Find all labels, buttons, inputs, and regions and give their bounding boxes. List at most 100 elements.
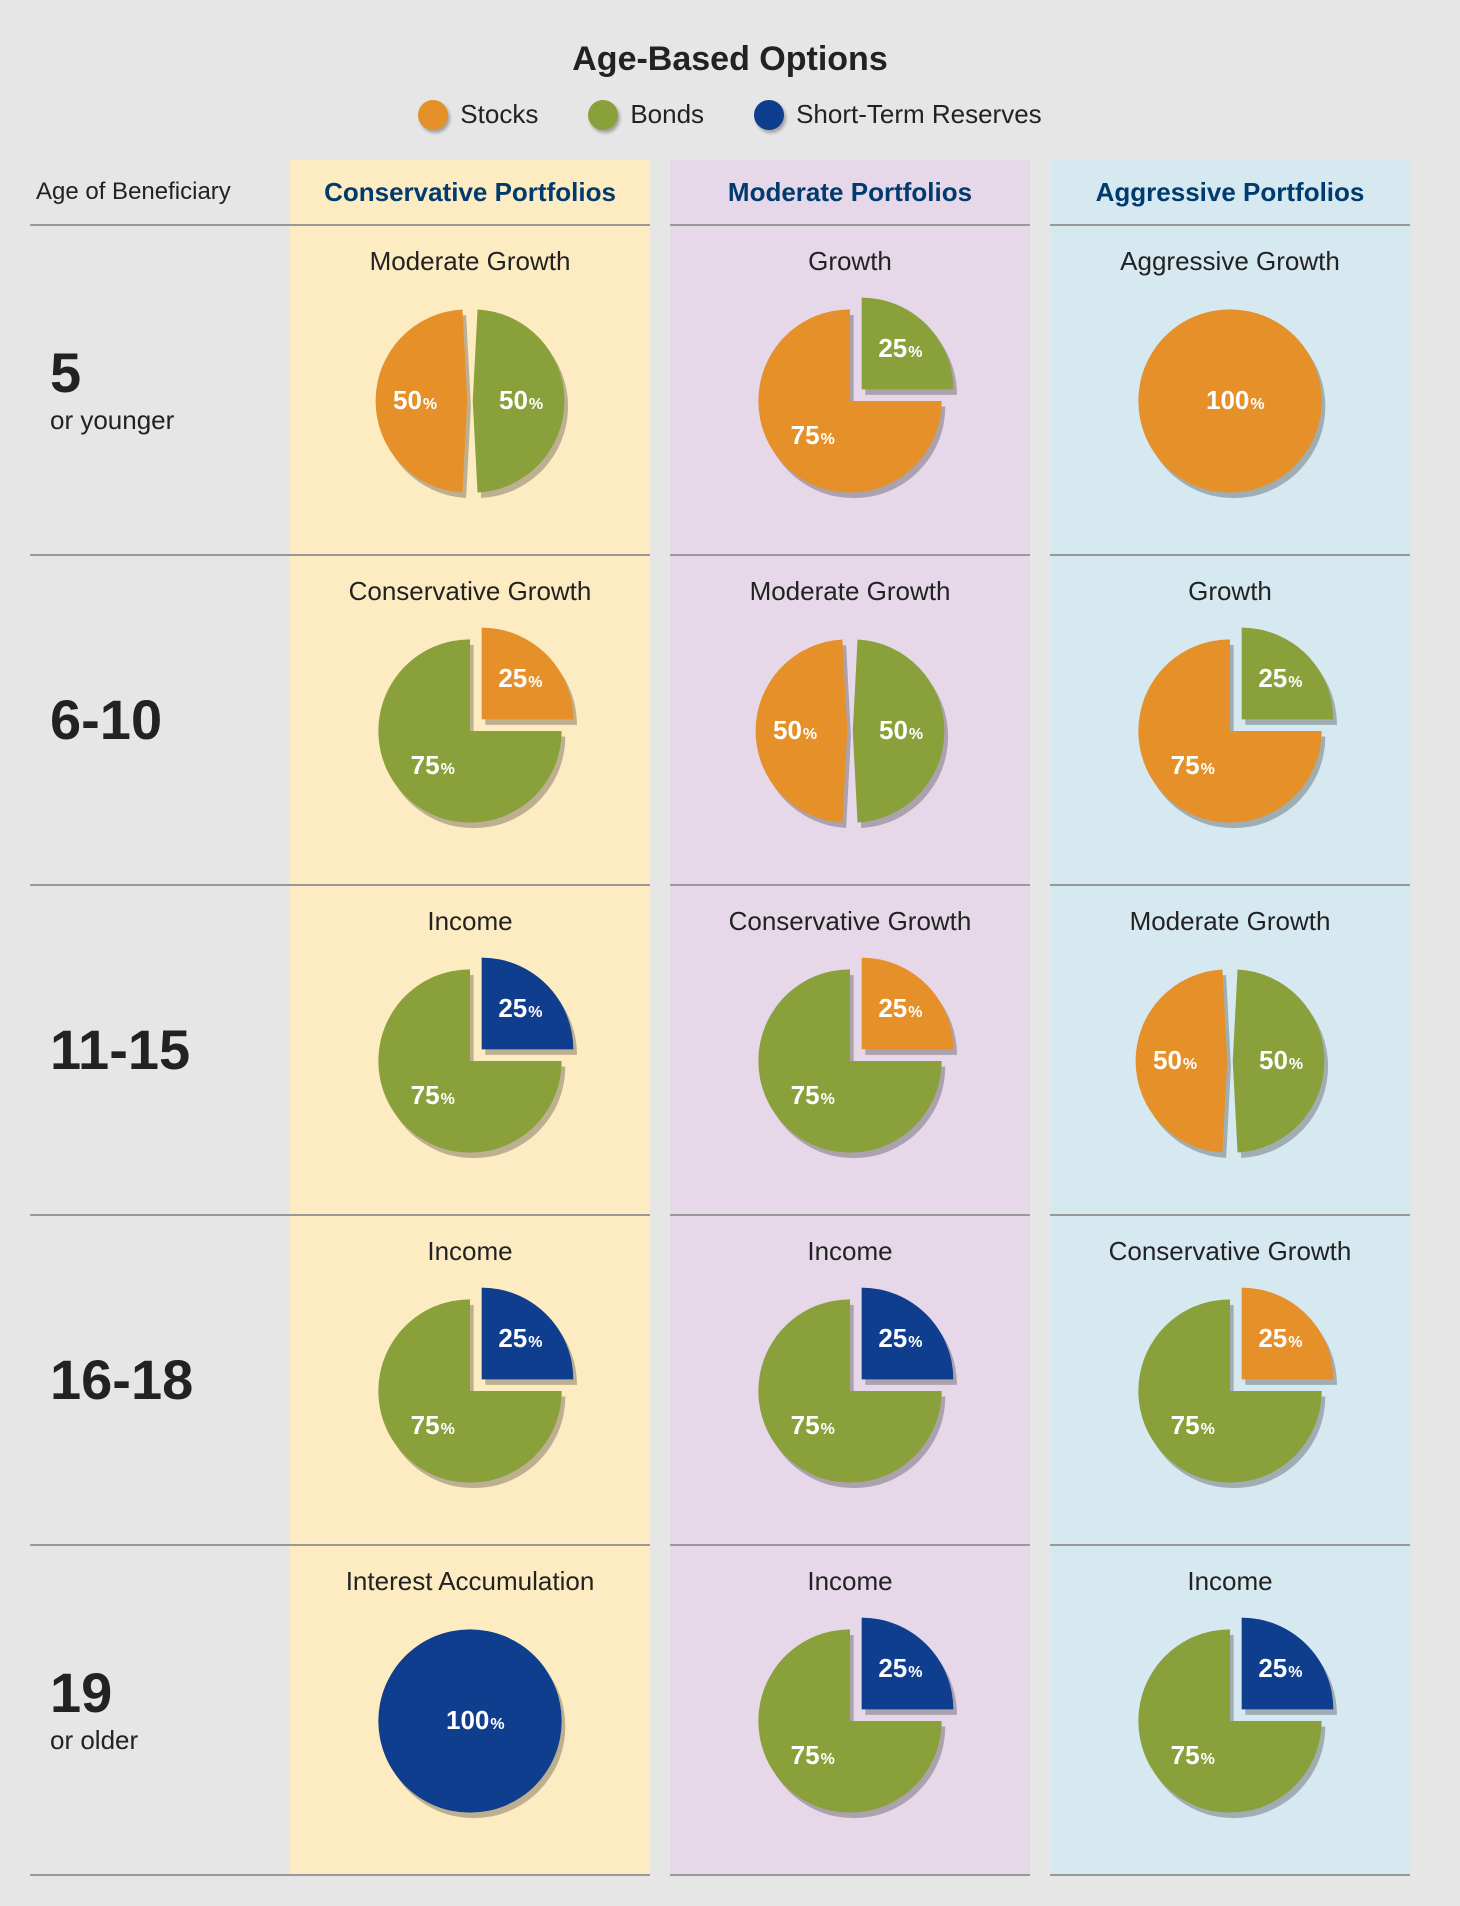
pie-chart: 50% 50% <box>360 291 580 511</box>
pie-percent-label: 25% <box>498 993 542 1024</box>
pie-percent-label: 50% <box>773 715 817 746</box>
portfolio-cell: Income 25%75% <box>670 1546 1030 1876</box>
pie-chart: 25% 75% <box>740 291 960 511</box>
age-cell: 6-10 <box>30 556 290 886</box>
legend-label: Bonds <box>630 99 704 130</box>
age-sub: or younger <box>50 405 174 436</box>
age-based-options-chart: Age-Based Options Stocks Bonds Short-Term … <box>30 40 1430 1876</box>
portfolio-cell: Moderate Growth 50% 50% <box>290 226 650 556</box>
pie-chart: 25% 75% <box>360 951 580 1171</box>
legend-label: Stocks <box>460 99 538 130</box>
cell-title: Moderate Growth <box>1130 906 1331 937</box>
pie-percent-label: 50% <box>1259 1045 1303 1076</box>
legend-dot-icon <box>418 100 448 130</box>
pie-chart: 25% 75% <box>1120 1611 1340 1831</box>
portfolio-column-aggressive: Aggressive Portfolios Aggressive Growth 10… <box>1050 160 1410 1876</box>
pie-chart: 25% 75% <box>740 951 960 1171</box>
pie-percent-label: 25% <box>878 333 922 364</box>
pie-chart: 50% 50% <box>740 621 960 841</box>
age-sub: or older <box>50 1725 138 1756</box>
pie-percent-label: 50% <box>1153 1045 1197 1076</box>
portfolio-cell: Interest Accumulation 100% <box>290 1546 650 1876</box>
age-main: 11-15 <box>50 1022 190 1078</box>
legend-item: Short-Term Reserves <box>754 99 1042 130</box>
cell-title: Moderate Growth <box>750 576 951 607</box>
pie-chart: 25% 75% <box>740 1281 960 1501</box>
pie-percent-label: 25% <box>878 1653 922 1684</box>
pie-percent-label: 50% <box>499 385 543 416</box>
portfolio-cell: Conservative Growth 25% 75% <box>670 886 1030 1216</box>
portfolio-cell: Growth 25% 75% <box>1050 556 1410 886</box>
pie-percent-label: 25% <box>1258 663 1302 694</box>
age-column: Age of Beneficiary 5 or younger 6-10 11-15 1… <box>30 160 290 1876</box>
pie-percent-label: 25% <box>878 1323 922 1354</box>
portfolio-cell: Income 25% 75% <box>1050 1546 1410 1876</box>
cell-title: Income <box>807 1566 892 1597</box>
cell-title: Income <box>1187 1566 1272 1597</box>
pie-percent-label: 75% <box>411 1080 455 1111</box>
age-cell: 11-15 <box>30 886 290 1216</box>
age-header: Age of Beneficiary <box>30 160 290 226</box>
cell-title: Aggressive Growth <box>1120 246 1340 277</box>
cell-title: Income <box>427 1236 512 1267</box>
legend-dot-icon <box>588 100 618 130</box>
cell-title: Conservative Growth <box>729 906 972 937</box>
pie-percent-label: 75% <box>411 1410 455 1441</box>
pie-percent-label: 75% <box>411 750 455 781</box>
pie-percent-label: 100% <box>446 1705 505 1736</box>
portfolio-column-moderate: Moderate Portfolios Growth 25% 75% Moderate … <box>670 160 1030 1876</box>
portfolio-cell: Moderate Growth 50% 50% <box>670 556 1030 886</box>
portfolio-cell: Income 25% 75% <box>670 1216 1030 1546</box>
cell-title: Conservative Growth <box>349 576 592 607</box>
pie-percent-label: 75% <box>1171 750 1215 781</box>
pie-chart: 25% 75% <box>1120 621 1340 841</box>
pie-percent-label: 75% <box>791 1080 835 1111</box>
legend-item: Stocks <box>418 99 538 130</box>
pie-chart: 100% <box>360 1611 580 1831</box>
cell-title: Income <box>807 1236 892 1267</box>
pie-percent-label: 100% <box>1206 385 1265 416</box>
portfolio-cell: Conservative Growth 25%75% <box>1050 1216 1410 1546</box>
pie-chart: 25%75% <box>360 1281 580 1501</box>
cell-title: Growth <box>1188 576 1272 607</box>
legend-dot-icon <box>754 100 784 130</box>
portfolio-cell: Aggressive Growth 100% <box>1050 226 1410 556</box>
pie-percent-label: 25% <box>878 993 922 1024</box>
age-main: 6-10 <box>50 692 162 748</box>
pie-percent-label: 50% <box>393 385 437 416</box>
column-header: Aggressive Portfolios <box>1050 160 1410 226</box>
age-main: 19 <box>50 1665 112 1721</box>
pie-chart: 25% 75% <box>360 621 580 841</box>
cell-title: Income <box>427 906 512 937</box>
age-main: 5 <box>50 345 81 401</box>
column-header: Conservative Portfolios <box>290 160 650 226</box>
column-header: Moderate Portfolios <box>670 160 1030 226</box>
portfolio-cell: Conservative Growth 25% 75% <box>290 556 650 886</box>
pie-percent-label: 75% <box>1171 1740 1215 1771</box>
pie-chart: 25%75% <box>1120 1281 1340 1501</box>
legend-item: Bonds <box>588 99 704 130</box>
chart-title: Age-Based Options <box>30 40 1430 79</box>
pie-chart: 25%75% <box>740 1611 960 1831</box>
pie-percent-label: 25% <box>498 663 542 694</box>
portfolio-cell: Income 25%75% <box>290 1216 650 1546</box>
cell-title: Conservative Growth <box>1109 1236 1352 1267</box>
age-main: 16-18 <box>50 1352 193 1408</box>
pie-percent-label: 75% <box>791 420 835 451</box>
grid: Age of Beneficiary 5 or younger 6-10 11-15 1… <box>30 160 1430 1876</box>
age-cell: 16-18 <box>30 1216 290 1546</box>
pie-chart: 50% 50% <box>1120 951 1340 1171</box>
pie-percent-label: 50% <box>879 715 923 746</box>
cell-title: Growth <box>808 246 892 277</box>
legend: Stocks Bonds Short-Term Reserves <box>30 99 1430 130</box>
age-cell: 5 or younger <box>30 226 290 556</box>
pie-percent-label: 25% <box>1258 1653 1302 1684</box>
cell-title: Interest Accumulation <box>346 1566 595 1597</box>
cell-title: Moderate Growth <box>370 246 571 277</box>
portfolio-column-conservative: Conservative Portfolios Moderate Growth 50… <box>290 160 650 1876</box>
pie-percent-label: 75% <box>1171 1410 1215 1441</box>
legend-label: Short-Term Reserves <box>796 99 1042 130</box>
portfolio-cell: Moderate Growth 50% 50% <box>1050 886 1410 1216</box>
portfolio-cell: Income 25% 75% <box>290 886 650 1216</box>
pie-percent-label: 75% <box>791 1410 835 1441</box>
